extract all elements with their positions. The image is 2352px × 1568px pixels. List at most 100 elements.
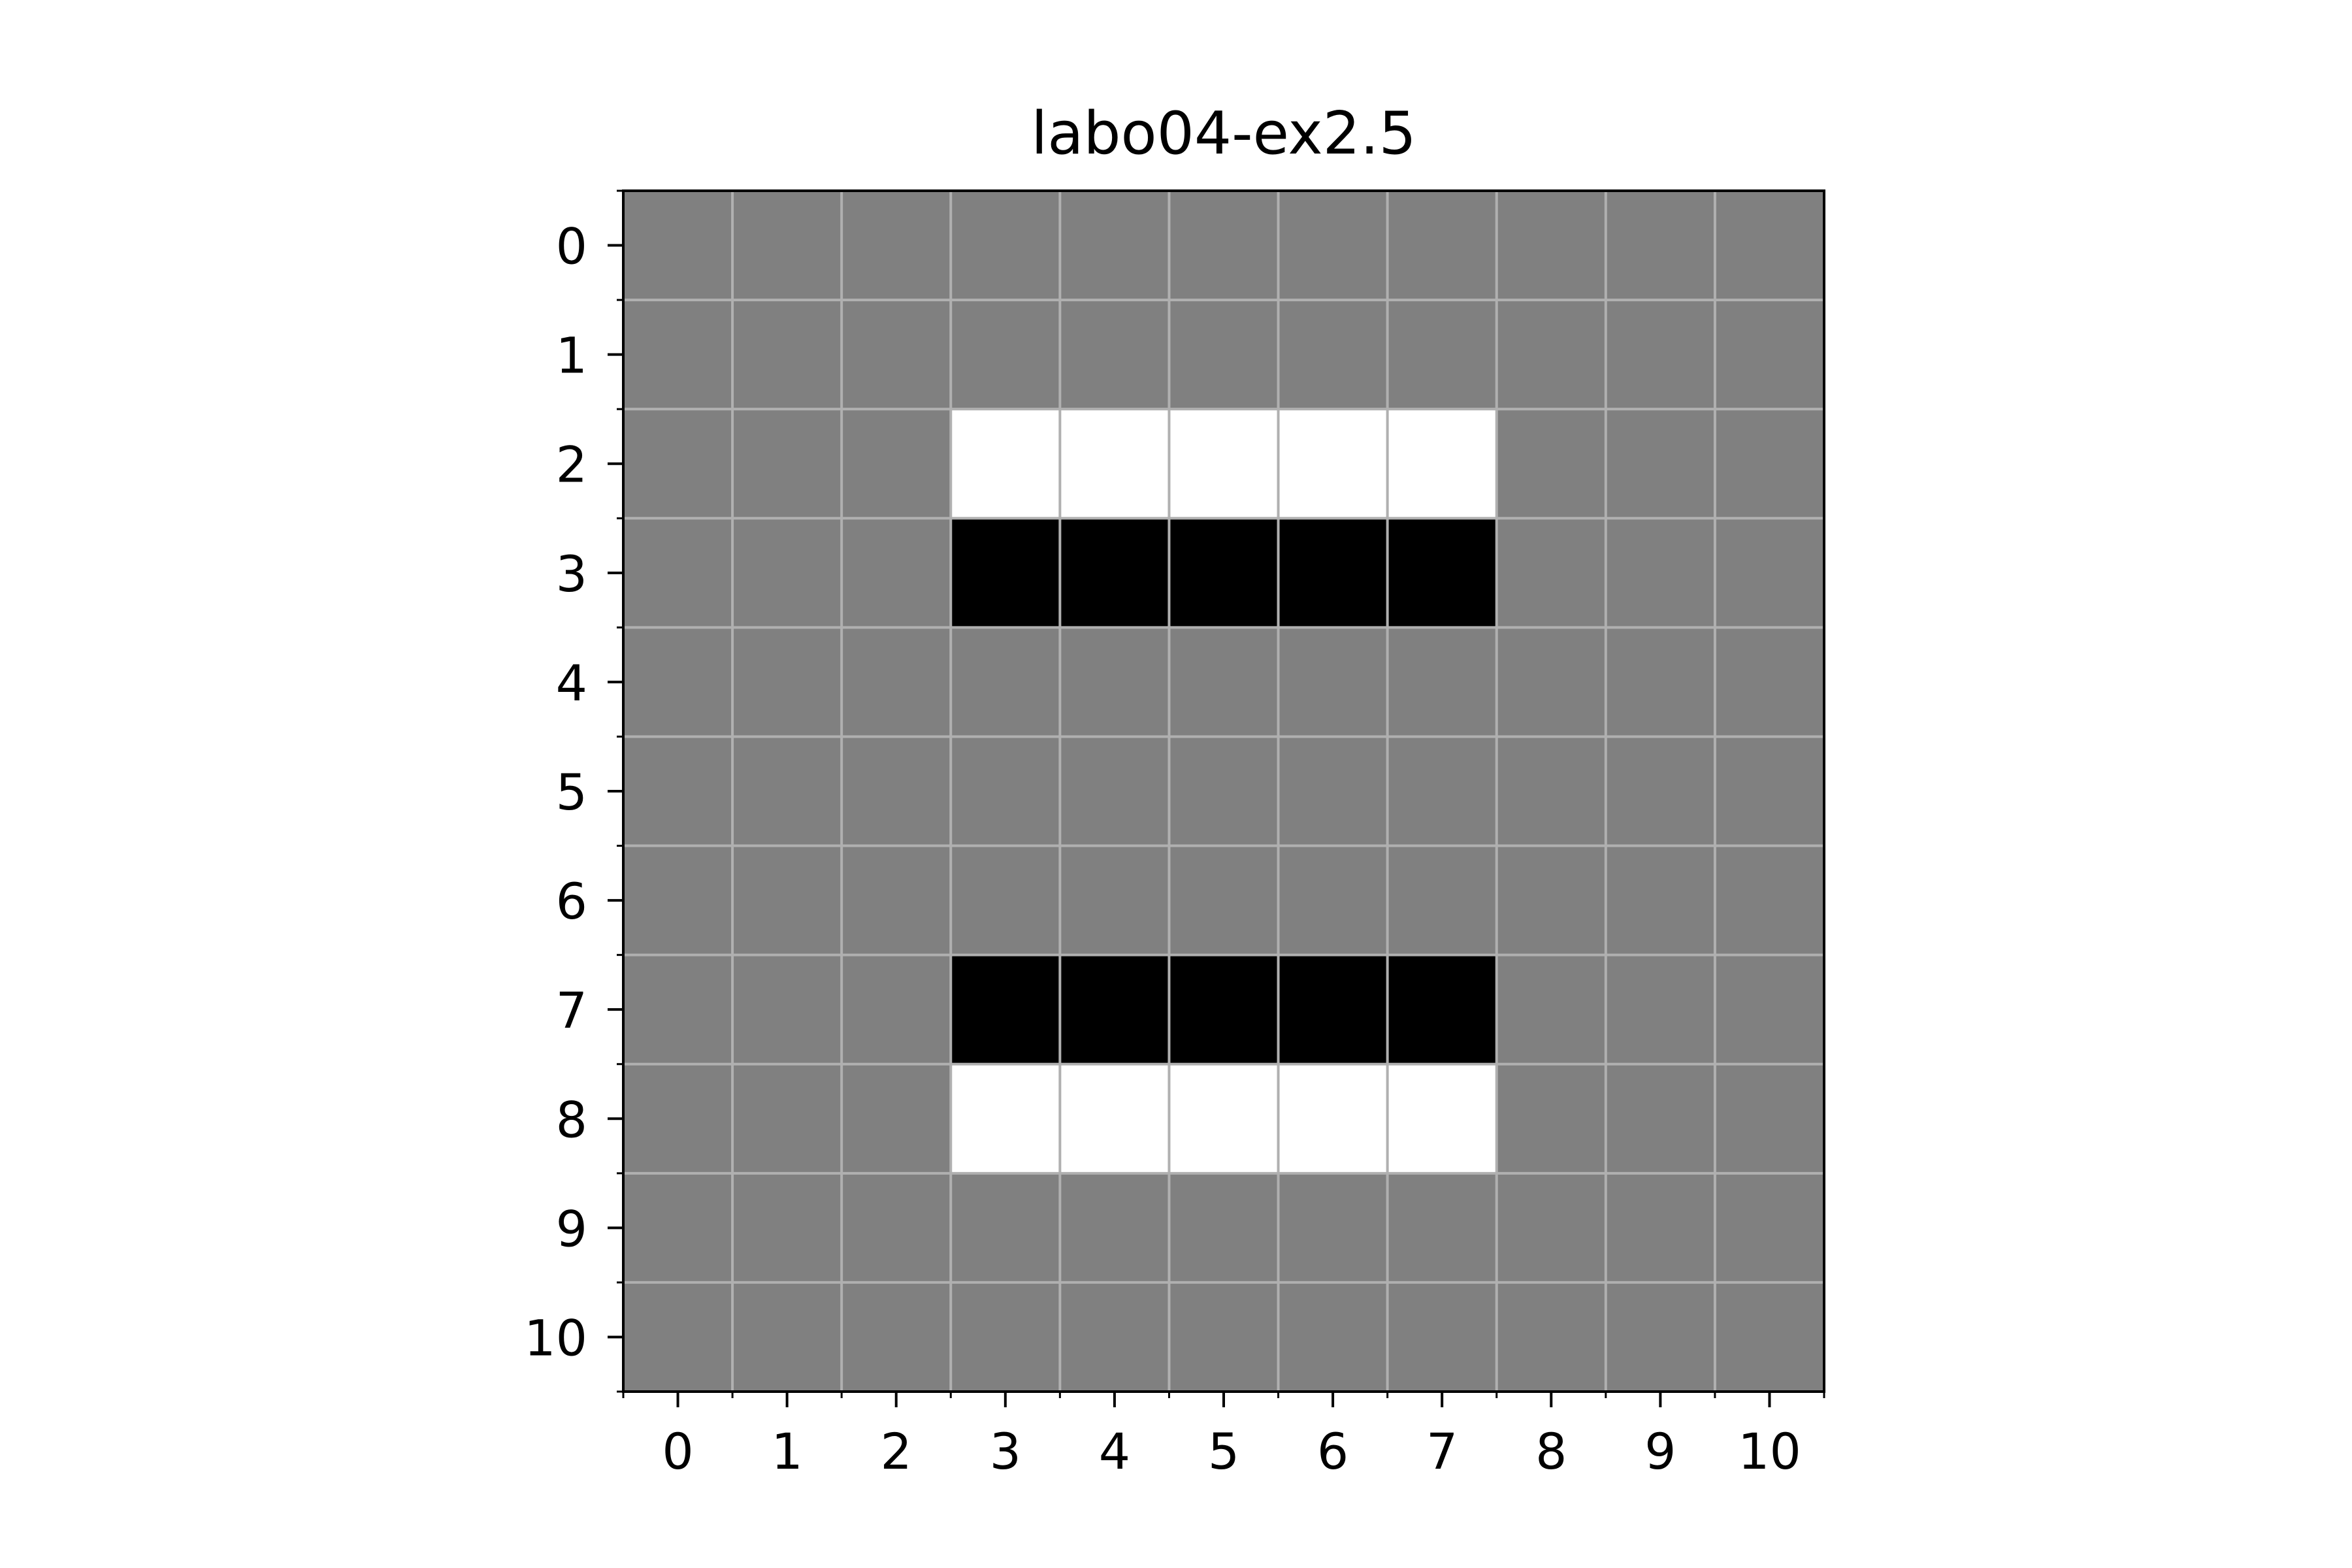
heatmap-cell: [1496, 1173, 1607, 1283]
heatmap-cell: [1060, 845, 1169, 956]
x-tick-label: 3: [990, 1422, 1021, 1480]
heatmap-cell: [732, 1064, 842, 1174]
x-tick-label: 6: [1317, 1422, 1348, 1480]
heatmap-cell: [1496, 845, 1607, 956]
heatmap-cell: [1169, 845, 1279, 956]
heatmap-cell: [1278, 736, 1388, 847]
y-tick-label: 9: [556, 1200, 587, 1258]
heatmap-cell: [1278, 300, 1388, 410]
heatmap-cell: [1060, 736, 1169, 847]
heatmap-cell: [1387, 955, 1497, 1065]
heatmap-cell: [1714, 191, 1825, 301]
heatmap-cell: [951, 518, 1060, 628]
heatmap-cell: [1714, 1173, 1825, 1283]
heatmap-cells: [623, 191, 1825, 1392]
heatmap-cell: [1169, 627, 1279, 737]
heatmap-cell: [1278, 1064, 1388, 1174]
x-tick-label: 0: [662, 1422, 693, 1480]
heatmap-cell: [951, 627, 1060, 737]
heatmap-cell: [841, 300, 951, 410]
heatmap-cell: [951, 191, 1060, 301]
heatmap-cell: [1169, 300, 1279, 410]
heatmap-cell: [1387, 1282, 1497, 1392]
heatmap-cell: [1496, 300, 1607, 410]
heatmap-cell: [1714, 518, 1825, 628]
heatmap-cell: [1496, 627, 1607, 737]
heatmap-cell: [1605, 1282, 1716, 1392]
heatmap-cell: [1387, 409, 1497, 519]
heatmap-cell: [732, 627, 842, 737]
x-tick-label: 2: [881, 1422, 912, 1480]
heatmap-cell: [841, 1173, 951, 1283]
heatmap-cell: [1387, 191, 1497, 301]
y-tick-label: 6: [556, 872, 587, 930]
heatmap-cell: [841, 1064, 951, 1174]
heatmap-cell: [841, 191, 951, 301]
heatmap-cell: [1605, 955, 1716, 1065]
heatmap-cell: [841, 955, 951, 1065]
heatmap-cell: [1060, 191, 1169, 301]
heatmap-cell: [1714, 627, 1825, 737]
heatmap-cell: [1060, 409, 1169, 519]
heatmap-cell: [1605, 845, 1716, 956]
heatmap-cell: [1060, 627, 1169, 737]
heatmap-cell: [1278, 518, 1388, 628]
x-tick-label: 1: [771, 1422, 802, 1480]
heatmap-cell: [951, 955, 1060, 1065]
x-tick-label: 5: [1208, 1422, 1239, 1480]
heatmap-cell: [732, 736, 842, 847]
heatmap-cell: [1060, 1282, 1169, 1392]
heatmap-cell: [623, 1282, 733, 1392]
heatmap-cell: [1169, 1282, 1279, 1392]
heatmap-cell: [951, 1064, 1060, 1174]
y-tick-label: 1: [556, 327, 587, 385]
heatmap-cell: [951, 300, 1060, 410]
heatmap-cell: [732, 300, 842, 410]
chart-title: labo04-ex2.5: [1031, 99, 1416, 168]
heatmap-cell: [1714, 736, 1825, 847]
heatmap-cell: [623, 191, 733, 301]
heatmap-cell: [1278, 1173, 1388, 1283]
heatmap-cell: [623, 409, 733, 519]
heatmap-cell: [732, 518, 842, 628]
heatmap-cell: [623, 300, 733, 410]
heatmap-cell: [1387, 1173, 1497, 1283]
heatmap-cell: [1714, 1282, 1825, 1392]
heatmap-cell: [951, 409, 1060, 519]
y-tick-label: 2: [556, 436, 587, 494]
heatmap-cell: [951, 736, 1060, 847]
heatmap-cell: [1387, 1064, 1497, 1174]
heatmap-cell: [1605, 518, 1716, 628]
heatmap-cell: [1605, 409, 1716, 519]
heatmap-cell: [1169, 518, 1279, 628]
heatmap-cell: [841, 845, 951, 956]
heatmap-cell: [1387, 627, 1497, 737]
heatmap-cell: [1060, 955, 1169, 1065]
heatmap-cell: [1169, 955, 1279, 1065]
heatmap-cell: [1060, 1173, 1169, 1283]
heatmap-cell: [1387, 518, 1497, 628]
heatmap-cell: [1278, 191, 1388, 301]
heatmap-cell: [1605, 1064, 1716, 1174]
heatmap-cell: [951, 1282, 1060, 1392]
heatmap-cell: [1496, 518, 1607, 628]
heatmap-cell: [1387, 300, 1497, 410]
heatmap-cell: [1714, 845, 1825, 956]
heatmap-cell: [1714, 1064, 1825, 1174]
heatmap-cell: [1387, 845, 1497, 956]
x-tick-label: 10: [1738, 1422, 1801, 1480]
heatmap-cell: [951, 1173, 1060, 1283]
y-tick-label: 10: [524, 1309, 587, 1367]
heatmap-cell: [1496, 409, 1607, 519]
y-tick-label: 5: [556, 763, 587, 821]
y-axis: 0 1 2 3 4 5 6 7 8 9 10: [524, 189, 623, 1393]
heatmap-cell: [623, 736, 733, 847]
heatmap-cell: [1278, 845, 1388, 956]
x-tick-label: 9: [1644, 1422, 1676, 1480]
heatmap-cell: [1714, 409, 1825, 519]
heatmap-cell: [841, 1282, 951, 1392]
heatmap-cell: [623, 845, 733, 956]
heatmap-cell: [623, 1173, 733, 1283]
heatmap-cell: [1169, 1173, 1279, 1283]
